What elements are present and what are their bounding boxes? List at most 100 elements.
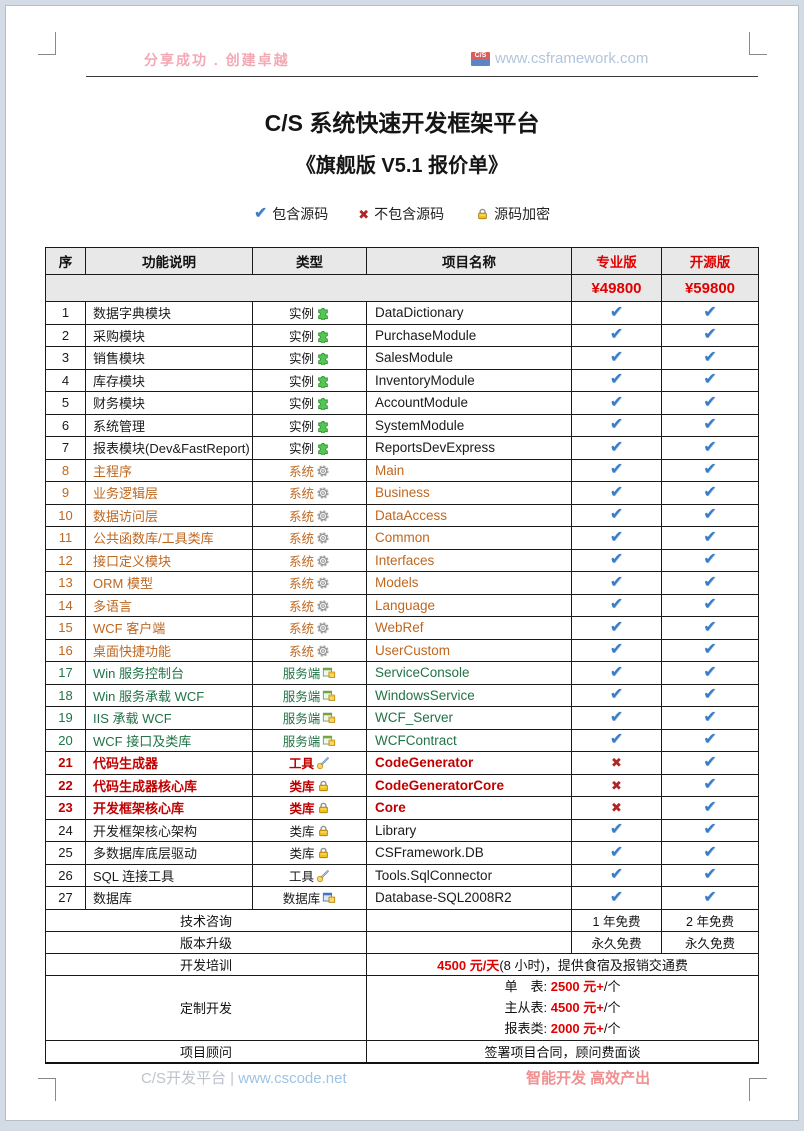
summary-spacer bbox=[366, 908, 572, 932]
table-row: 25 多数据库底层驱动 类库 CSFramework.DB ✔ ✔ bbox=[45, 841, 759, 865]
row-type-label: 类库 bbox=[289, 824, 315, 839]
cross-icon: ✖ bbox=[358, 206, 370, 222]
row-index: 13 bbox=[45, 571, 86, 595]
row-index: 5 bbox=[45, 391, 86, 415]
check-icon: ✔ bbox=[703, 371, 717, 389]
row-type: 实例 bbox=[252, 301, 367, 325]
check-icon: ✔ bbox=[703, 461, 717, 479]
pro-availability: ✔ bbox=[571, 638, 662, 662]
text-segment: 2000 元+ bbox=[550, 1021, 604, 1036]
open-availability: ✔ bbox=[661, 863, 759, 887]
row-description: SQL 连接工具 bbox=[85, 863, 253, 887]
pro-availability: ✖ bbox=[571, 773, 662, 797]
row-project-name: UserCustom bbox=[366, 638, 572, 662]
row-type-label: 实例 bbox=[288, 442, 314, 457]
row-project-name: Tools.SqlConnector bbox=[366, 863, 572, 887]
row-type-label: 系统 bbox=[288, 622, 314, 637]
pro-availability: ✔ bbox=[571, 593, 662, 617]
summary-spacer bbox=[366, 930, 572, 954]
table-row: 12 接口定义模块 系统 Interfaces ✔ ✔ bbox=[45, 548, 759, 572]
pro-availability: ✔ bbox=[571, 548, 662, 572]
open-terms: 永久免费 bbox=[661, 930, 759, 954]
row-project-name: Common bbox=[366, 526, 572, 550]
row-type: 系统 bbox=[252, 458, 367, 482]
check-icon: ✔ bbox=[609, 731, 624, 749]
row-type-label: 系统 bbox=[288, 644, 314, 659]
pro-availability: ✔ bbox=[571, 368, 662, 392]
row-type: 实例 bbox=[252, 436, 367, 460]
text-segment: /个 bbox=[603, 1000, 621, 1015]
legend-item-encrypted: 源码加密 bbox=[474, 204, 550, 224]
table-row: 22 代码生成器核心库 类库 CodeGeneratorCore ✖ ✔ bbox=[45, 773, 759, 797]
server-icon bbox=[322, 689, 336, 703]
summary-label: 技术咨询 bbox=[45, 908, 367, 932]
row-type: 类库 bbox=[252, 773, 367, 797]
row-project-name: CSFramework.DB bbox=[366, 841, 572, 865]
gear-icon bbox=[316, 621, 330, 635]
row-description: 销售模块 bbox=[85, 346, 253, 370]
row-type-label: 工具 bbox=[288, 757, 314, 772]
open-availability: ✔ bbox=[661, 503, 759, 527]
site-url-link[interactable]: www.csframework.com bbox=[495, 50, 649, 67]
row-type: 实例 bbox=[252, 323, 367, 347]
check-icon: ✔ bbox=[609, 618, 624, 636]
row-project-name: AccountModule bbox=[366, 391, 572, 415]
tail-body: 技术咨询 1 年免费 2 年免费 版本升级 永久免费 永久免费 开发培训 4500 元/天(8… bbox=[45, 908, 759, 1063]
server-icon bbox=[322, 666, 336, 680]
pro-availability: ✔ bbox=[571, 841, 662, 865]
crop-mark-bottom-right bbox=[749, 1078, 767, 1101]
price-row-spacer bbox=[45, 274, 572, 302]
check-icon: ✔ bbox=[609, 888, 624, 906]
row-type-label: 系统 bbox=[288, 509, 314, 524]
server-icon bbox=[322, 711, 336, 725]
crop-mark-top-left bbox=[38, 32, 56, 55]
table-row: 2 采购模块 实例 PurchaseModule ✔ ✔ bbox=[45, 323, 759, 347]
check-icon: ✔ bbox=[703, 798, 717, 816]
check-icon: ✔ bbox=[609, 393, 624, 411]
header-slogan: 分享成功 . 创建卓越 bbox=[144, 52, 290, 68]
table-row: 20 WCF 接口及类库 服务端 WCFContract ✔ ✔ bbox=[45, 728, 759, 752]
row-index: 18 bbox=[45, 683, 86, 707]
gear-icon bbox=[316, 531, 330, 545]
open-availability: ✔ bbox=[661, 301, 759, 325]
pro-availability: ✔ bbox=[571, 818, 662, 842]
row-description: 桌面快捷功能 bbox=[85, 638, 253, 662]
puzzle-icon bbox=[316, 329, 330, 344]
legend-label: 包含源码 bbox=[272, 206, 329, 222]
row-description: 库存模块 bbox=[85, 368, 253, 392]
open-availability: ✔ bbox=[661, 436, 759, 460]
open-availability: ✔ bbox=[661, 706, 759, 730]
row-project-name: Interfaces bbox=[366, 548, 572, 572]
row-description: 数据字典模块 bbox=[85, 301, 253, 325]
row-index: 26 bbox=[45, 863, 86, 887]
footer-url-link[interactable]: www.cscode.net bbox=[238, 1070, 347, 1087]
open-availability: ✔ bbox=[661, 548, 759, 572]
legend-label: 源码加密 bbox=[494, 206, 551, 222]
row-type: 类库 bbox=[252, 796, 367, 820]
row-type-label: 数据库 bbox=[282, 892, 321, 907]
row-project-name: SalesModule bbox=[366, 346, 572, 370]
table-row: 15 WCF 客户端 系统 WebRef ✔ ✔ bbox=[45, 616, 759, 640]
row-description: 公共函数库/工具类库 bbox=[85, 526, 253, 550]
pro-availability: ✔ bbox=[571, 706, 662, 730]
check-icon: ✔ bbox=[609, 821, 624, 839]
row-index: 19 bbox=[45, 706, 86, 730]
row-index: 12 bbox=[45, 548, 86, 572]
row-description: 多数据库底层驱动 bbox=[85, 841, 253, 865]
lock-icon bbox=[317, 846, 330, 860]
pro-availability: ✔ bbox=[571, 413, 662, 437]
check-icon: ✔ bbox=[703, 551, 717, 569]
summary-label: 版本升级 bbox=[45, 930, 367, 954]
summary-row: 项目顾问 签署项目合同，顾问费面谈 bbox=[45, 1039, 759, 1063]
open-availability: ✔ bbox=[661, 818, 759, 842]
open-availability: ✔ bbox=[661, 391, 759, 415]
pro-availability: ✔ bbox=[571, 728, 662, 752]
row-type: 类库 bbox=[252, 818, 367, 842]
row-type-label: 服务端 bbox=[282, 667, 321, 682]
open-availability: ✔ bbox=[661, 458, 759, 482]
lock-icon bbox=[317, 824, 330, 838]
check-icon: ✔ bbox=[703, 843, 717, 861]
row-index: 17 bbox=[45, 661, 86, 685]
puzzle-icon bbox=[316, 441, 330, 456]
table-row: 23 开发框架核心库 类库 Core ✖ ✔ bbox=[45, 796, 759, 820]
